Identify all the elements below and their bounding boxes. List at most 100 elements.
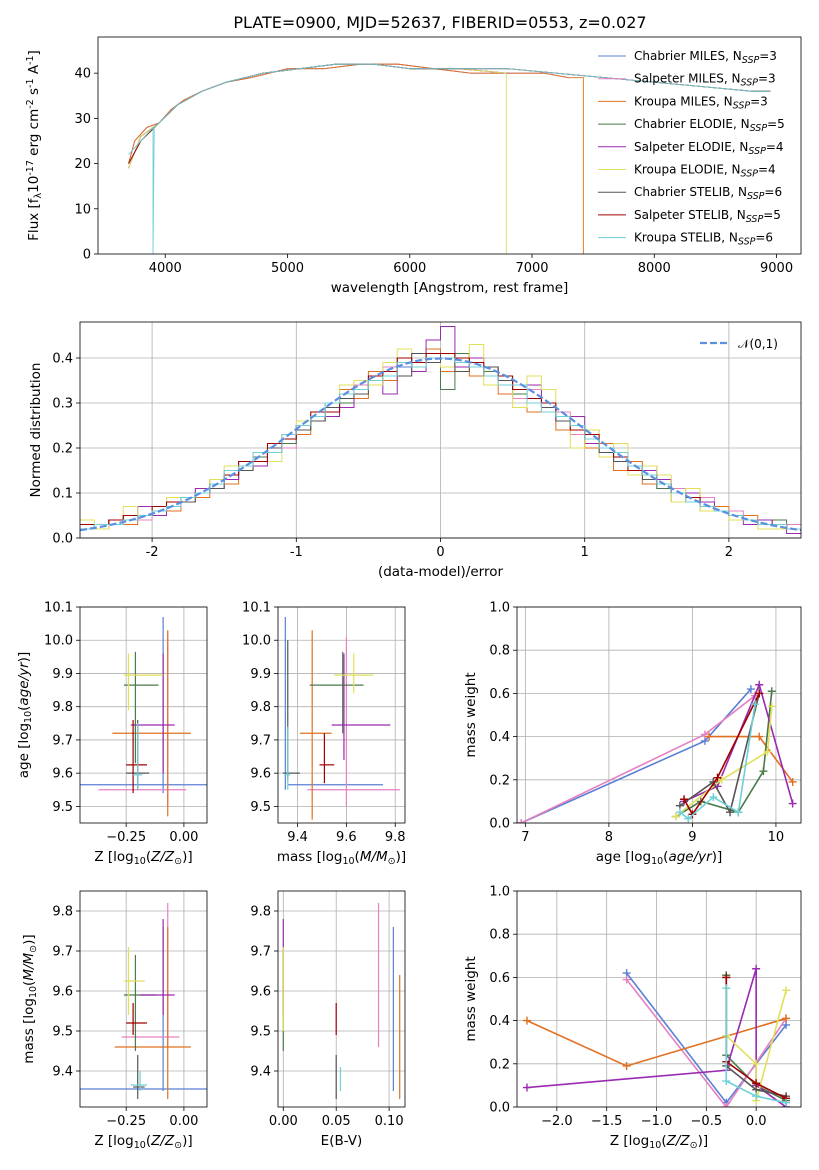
label-span: 10 bbox=[134, 1140, 146, 1151]
legend-label: Kroupa MILES, NSSP=3 bbox=[634, 94, 768, 111]
y-tick-label: 10.1 bbox=[242, 601, 271, 616]
spectrum-series-line bbox=[128, 63, 507, 254]
y-tick-label: 0.6 bbox=[489, 971, 510, 986]
axes-age_vs_Z: −0.25 0.009.59.69.79.89.910.010.1Z [log10… bbox=[16, 601, 208, 867]
ticks: 4000 5000 6000 7000 8000 9000 0 10 20 30 40 bbox=[74, 67, 793, 276]
plot-area bbox=[80, 326, 801, 534]
label-span: ( bbox=[146, 1133, 151, 1149]
y-tick-label: 0.8 bbox=[489, 928, 510, 943]
x-tick-label: 0.10 bbox=[375, 1114, 404, 1129]
label-span: ] bbox=[26, 50, 42, 55]
label-span: (data-model)/error bbox=[378, 564, 504, 580]
label-span: Kroupa STELIB, N bbox=[634, 231, 738, 245]
y-tick-label: 9.7 bbox=[52, 945, 73, 960]
axes-age_vs_mass: 9.4 9.6 9.8 9.5 9.6 9.7 9.8 9.9 10.0 10.1 mass [lo… bbox=[242, 601, 406, 868]
x-tick-label: 0 bbox=[436, 545, 444, 560]
label-span: λ bbox=[33, 192, 44, 198]
x-tick-label: 9.4 bbox=[287, 830, 308, 845]
grid-lines bbox=[80, 606, 207, 823]
axes-frame bbox=[277, 606, 406, 824]
label-span: SSP bbox=[747, 191, 765, 202]
legend-label: Chabrier ELODIE, NSSP=5 bbox=[634, 117, 785, 134]
label-span: mass weight bbox=[463, 956, 479, 1041]
spectrum-series-line bbox=[128, 63, 771, 254]
plus-marker bbox=[522, 1016, 531, 1025]
label-span: SSP bbox=[738, 237, 756, 248]
plus-marker bbox=[713, 773, 722, 782]
y-tick-label: 9.7 bbox=[250, 733, 271, 748]
x-tick-label: 9 bbox=[688, 830, 696, 845]
legend-label: Salpeter ELODIE, NSSP=4 bbox=[634, 140, 784, 157]
plot-area bbox=[128, 63, 771, 254]
label-span: =3 bbox=[759, 49, 777, 63]
spectrum-series-line bbox=[128, 63, 508, 169]
plus-marker bbox=[752, 964, 761, 973]
y-tick-label: 9.8 bbox=[52, 905, 73, 920]
label-span: Chabrier ELODIE, N bbox=[634, 117, 750, 131]
y-tick-label: 9.5 bbox=[52, 800, 73, 815]
y-tick-label: 0.6 bbox=[489, 687, 510, 702]
y-tick-label: 9.6 bbox=[250, 767, 271, 782]
plot-area bbox=[282, 616, 401, 820]
x-tick-label: −1.5 bbox=[591, 1114, 623, 1129]
plus-marker bbox=[752, 1059, 761, 1068]
label-span: ⊙ bbox=[388, 856, 396, 867]
plus-marker bbox=[751, 700, 760, 709]
plus-marker bbox=[709, 793, 718, 802]
x-axis-label: mass [log10(M/M⊙)] bbox=[277, 849, 406, 867]
x-tick-label: 0.05 bbox=[322, 1114, 351, 1129]
label-span: age/yr bbox=[668, 849, 713, 865]
label-span: ( bbox=[661, 1133, 666, 1149]
plus-marker bbox=[788, 777, 797, 786]
weight-series-line bbox=[520, 694, 756, 823]
label-span: ( bbox=[16, 706, 32, 711]
label-span: 𝒩(0,1) bbox=[738, 337, 778, 351]
grid-lines bbox=[517, 890, 801, 1108]
plus-marker bbox=[782, 1014, 791, 1023]
plus-marker bbox=[752, 1092, 761, 1101]
y-tick-label: 0.3 bbox=[52, 397, 73, 412]
legend: 𝒩(0,1) bbox=[700, 337, 778, 351]
plus-marker bbox=[755, 680, 764, 689]
plus-marker bbox=[717, 775, 726, 784]
label-span: age [log bbox=[16, 723, 32, 778]
label-span: Salpeter STELIB, N bbox=[634, 208, 746, 222]
spectrum-series-line bbox=[128, 63, 508, 169]
axes-spectrum: 4000 5000 6000 7000 8000 9000 0 10 20 30 40 wavelen… bbox=[25, 13, 802, 296]
label-span: =3 bbox=[758, 72, 776, 86]
label-span: erg cm bbox=[26, 109, 42, 160]
label-span: SSP bbox=[733, 100, 751, 111]
x-tick-label: 0.00 bbox=[169, 830, 198, 845]
label-span: Z/Z bbox=[150, 849, 175, 865]
legend-label: Chabrier STELIB, NSSP=6 bbox=[634, 185, 782, 202]
weight-series-line bbox=[625, 979, 787, 1107]
spectrum-series-line bbox=[128, 63, 584, 254]
y-axis-label: age [log10(age/yr)] bbox=[16, 652, 34, 778]
y-tick-label: 1.0 bbox=[489, 885, 510, 900]
label-span: Flux [f bbox=[26, 197, 42, 241]
label-span: ( bbox=[146, 849, 151, 865]
label-span: =5 bbox=[763, 208, 781, 222]
label-span: s bbox=[26, 88, 42, 99]
x-tick-label: 7 bbox=[521, 830, 529, 845]
label-span: )] bbox=[712, 849, 723, 865]
label-span: Normed distribution bbox=[28, 363, 44, 498]
y-tick-label: 0 bbox=[83, 248, 91, 263]
label-span: SSP bbox=[741, 78, 759, 89]
y-tick-label: 10 bbox=[74, 202, 91, 217]
label-span: Kroupa ELODIE, N bbox=[634, 163, 741, 177]
label-span: -1 bbox=[25, 55, 36, 64]
plus-marker bbox=[759, 767, 768, 776]
label-span: =4 bbox=[758, 163, 776, 177]
x-tick-label: 4000 bbox=[149, 261, 182, 276]
ticks: 0.00 0.05 0.10 9.4 9.5 9.6 9.7 9.8 bbox=[250, 905, 403, 1130]
label-span: mass weight bbox=[463, 672, 479, 757]
legend-label: Salpeter MILES, NSSP=3 bbox=[634, 72, 776, 89]
label-span: =6 bbox=[764, 185, 782, 199]
ticks: −0.25 0.00 9.5 9.6 9.7 9.8 9.9 10.0 10.1 bbox=[44, 601, 198, 846]
label-span: 10 bbox=[342, 856, 354, 867]
axes-weight_vs_Z: −2.0 −1.5 −1.0 −0.5 0.0 0.0 0.2 0.4 0.6 0.8 1.0 Z [… bbox=[463, 885, 802, 1151]
plus-marker bbox=[755, 732, 764, 741]
x-axis-label: Z [log10(Z/Z⊙)] bbox=[610, 1133, 708, 1151]
plus-marker bbox=[755, 689, 764, 698]
